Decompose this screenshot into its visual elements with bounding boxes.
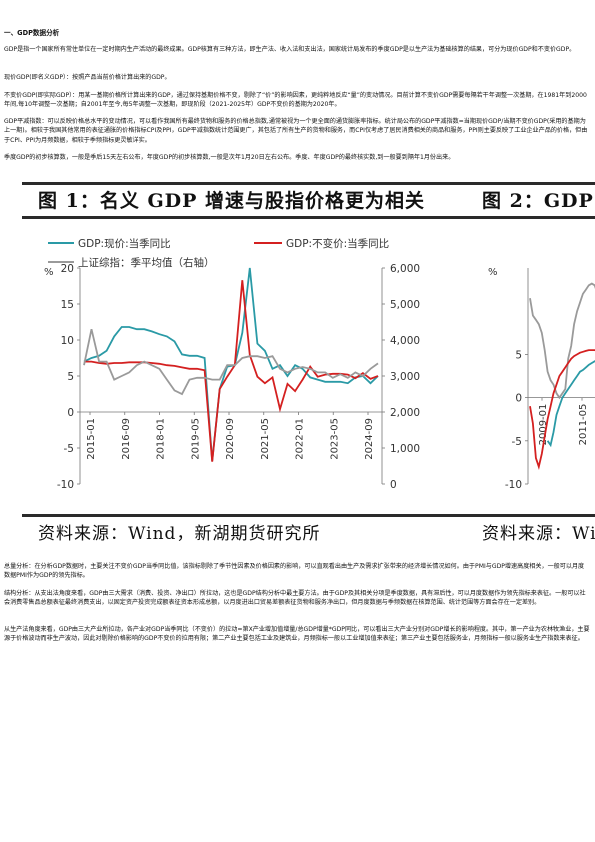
paragraph-production-approach: 从生产法角度来看，GDP由三大产业所拉动，各产业对GDP当季同比（不变价）的拉动… (4, 626, 590, 643)
figure1-source: 资料来源：Wind，新湖期货研究所 (38, 524, 321, 544)
figure-top-rule (22, 182, 595, 185)
paragraph-release-schedule: 季度GDP的初步核算数，一般是季后15天左右公布，年度GDP的初步核算数,一般是… (4, 154, 455, 161)
section-heading: 一、GDP数据分析 (4, 29, 60, 37)
chart2-x-tick: 2009-01 (538, 404, 549, 446)
chart2-left-tick: -5 (512, 436, 522, 448)
chart1-right-tick: 6,000 (390, 263, 420, 275)
chart2-axes: -10 -5 0 5 2009-01 2011-05 (505, 268, 595, 491)
chart2-left-tick: 0 (515, 393, 522, 405)
chart1-x-tick: 2015-01 (86, 418, 97, 460)
chart1-right-tick: 4,000 (390, 335, 420, 347)
chart1-series-line-2 (83, 328, 379, 396)
figure2-source: 资料来源：Wind， (482, 524, 595, 544)
chart1-x-tick: 2024-09 (364, 418, 375, 460)
chart1-series (83, 267, 379, 462)
chart1-left-tick: 0 (67, 407, 74, 419)
figure-source-rule (22, 514, 595, 517)
chart1-right-tick: 3,000 (390, 371, 420, 383)
paragraph-gdp-definition: GDP是指一个国家所有常住单位在一定时期内生产活动的最终成果。GDP核算有三种方… (4, 46, 576, 53)
chart1-right-tick: 1,000 (390, 443, 420, 455)
figure-svg: -10 -5 0 5 10 15 20 0 1,000 2,000 3,000 4,000 5,000 6… (44, 237, 595, 491)
chart1-x-tick: 2018-01 (156, 418, 167, 460)
figure1-title: 图 1：名义 GDP 增速与股指价格更为相关 (38, 190, 426, 212)
chart2-series-line-1 (529, 349, 595, 470)
legend-label-nominal: GDP:现价:当季同比 (78, 237, 171, 250)
chart2-x-tick: 2011-05 (578, 404, 589, 446)
chart1-left-tick: 20 (61, 263, 74, 275)
figure2-title: 图 2：GDP 平 (482, 190, 595, 212)
chart1-left-tick: 5 (67, 371, 74, 383)
chart1-left-tick: -5 (64, 443, 74, 455)
chart1-x-tick: 2023-05 (329, 418, 340, 460)
chart2-series (529, 282, 595, 470)
chart1-unit-label: % (44, 267, 54, 278)
chart2-unit-label: % (488, 267, 498, 278)
chart1-left-tick: -10 (57, 479, 74, 491)
legend-label-index: 上证综指：季平均值（右轴） (78, 256, 215, 269)
chart1-x-tick: 2019-05 (190, 418, 201, 460)
figure-area: 图 1：名义 GDP 增速与股指价格更为相关 图 2：GDP 平 -10 -5 0 5… (22, 182, 595, 548)
chart1-x-tick: 2016-09 (121, 418, 132, 460)
chart1-x-tick: 2020-09 (225, 418, 236, 460)
chart1-left-tick: 10 (61, 335, 74, 347)
chart1-x-tick: 2022-01 (295, 418, 306, 460)
paragraph-gdp-deflator: GDP平减指数：可以反映价格总水平的变动情况，可以看作我国所有最终货物和服务的价… (4, 118, 588, 144)
chart1-axes: -10 -5 0 5 10 15 20 0 1,000 2,000 3,000 4,000 5,000 6… (57, 263, 420, 491)
chart2-series-line-2 (546, 360, 595, 448)
paragraph-aggregate-analysis: 总量分析：在分析GDP数据时，主要关注不变价GDP当季同比值，该指标剔除了季节性… (4, 563, 585, 580)
chart1-left-tick: 15 (61, 299, 74, 311)
chart1-x-tick: 2021-05 (260, 418, 271, 460)
chart1-right-tick: 2,000 (390, 407, 420, 419)
paragraph-real-gdp: 不变价GDP(即实际GDP）：用某一基期价格所计算出来的GDP，通过保持基期价格… (4, 92, 587, 109)
figure-header-rule (22, 216, 595, 219)
chart1-legend: GDP:现价:当季同比 GDP:不变价:当季同比 上证综指：季平均值（右轴） (48, 237, 389, 269)
chart1-right-tick: 0 (390, 479, 397, 491)
legend-label-real: GDP:不变价:当季同比 (286, 237, 389, 250)
paragraph-structure-analysis: 结构分析：从支出法角度来看，GDP由三大需求（消费、投资、净出口）所拉动，这也是… (4, 590, 586, 607)
chart2-series-line-0 (529, 282, 595, 400)
chart1-right-tick: 5,000 (390, 299, 420, 311)
paragraph-nominal-gdp: 现价GDP(即名义GDP）：按照产品当前价格计算出来的GDP。 (4, 74, 171, 81)
chart2-left-tick: -10 (505, 479, 522, 491)
chart2-left-tick: 5 (515, 349, 522, 361)
